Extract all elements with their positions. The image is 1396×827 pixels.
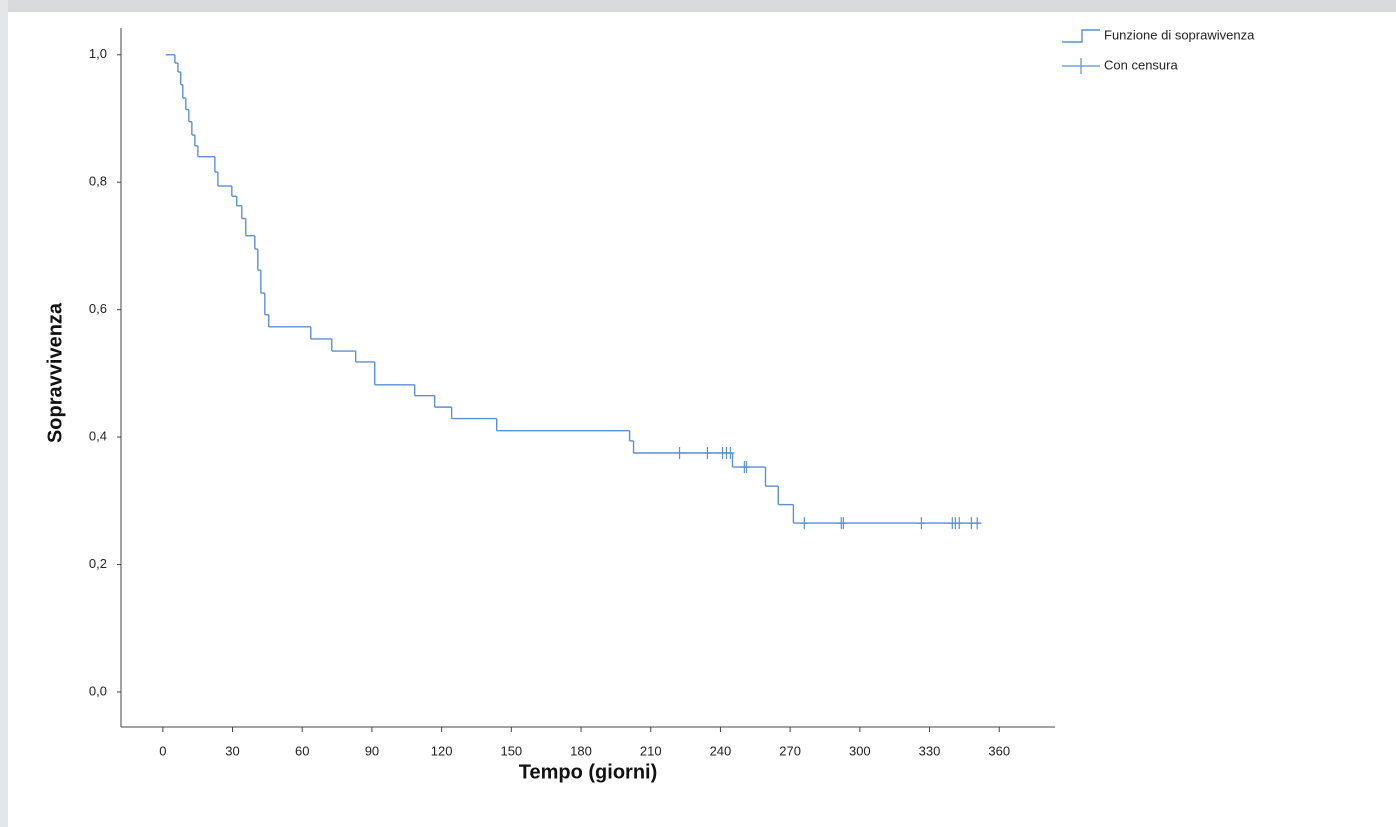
x-tick-label: 30 (225, 743, 239, 758)
x-tick-label: 210 (640, 743, 662, 758)
censor-mark (742, 461, 751, 474)
y-tick-label: 0,6 (89, 301, 107, 316)
censor-mark (800, 517, 809, 530)
x-tick-label: 270 (779, 743, 801, 758)
legend-label: Funzione di soprawivenza (1104, 27, 1255, 42)
legend-label: Con censura (1104, 57, 1178, 72)
x-tick-label: 240 (710, 743, 732, 758)
censor-mark (973, 517, 982, 530)
x-tick-label: 300 (849, 743, 871, 758)
y-axis-title: Sopravvivenza (44, 302, 66, 443)
y-tick-label: 0,8 (89, 174, 107, 189)
censor-mark (839, 517, 848, 530)
x-tick-label: 150 (500, 743, 522, 758)
y-tick-label: 1,0 (89, 46, 107, 61)
censor-mark (675, 447, 684, 460)
x-tick-label: 120 (431, 743, 453, 758)
x-tick-label: 360 (988, 743, 1010, 758)
x-tick-label: 60 (295, 743, 309, 758)
censor-mark (703, 447, 712, 460)
y-tick-label: 0,0 (89, 683, 107, 698)
legend-censor-icon (1062, 58, 1100, 74)
censor-mark (955, 517, 964, 530)
x-tick-label: 0 (159, 743, 166, 758)
x-tick-label: 330 (919, 743, 941, 758)
censor-mark (726, 447, 735, 460)
x-tick-label: 180 (570, 743, 592, 758)
x-tick-label: 90 (365, 743, 379, 758)
y-tick-label: 0,4 (89, 429, 107, 444)
x-axis-title: Tempo (giorni) (519, 761, 658, 783)
y-tick-label: 0,2 (89, 556, 107, 571)
left-band (0, 0, 8, 827)
legend-step-icon (1062, 29, 1100, 43)
top-band (0, 0, 1396, 12)
censor-mark (917, 517, 926, 530)
